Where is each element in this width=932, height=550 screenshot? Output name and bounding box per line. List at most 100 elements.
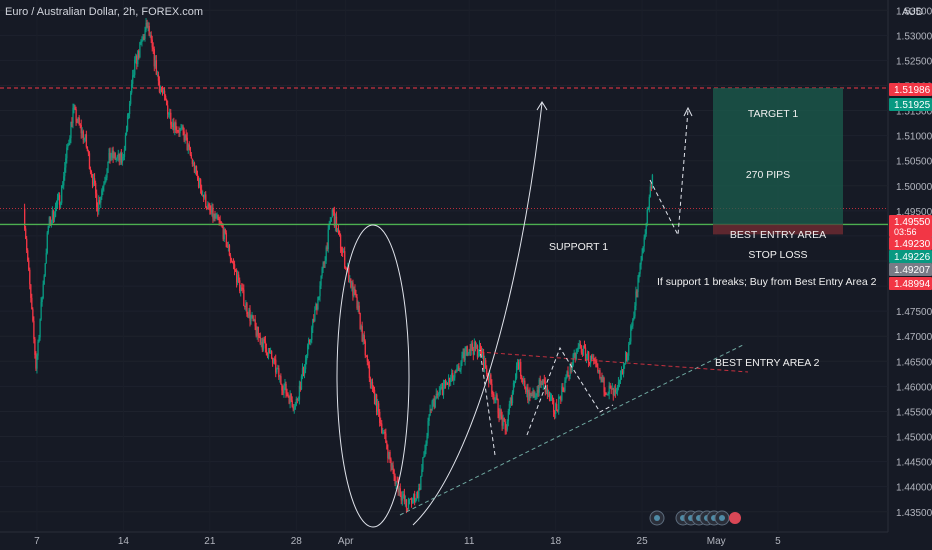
candle-body <box>574 352 576 359</box>
candle-body <box>139 42 141 58</box>
candle-body <box>642 246 644 254</box>
candle-body <box>153 49 155 67</box>
candle-body <box>437 393 440 396</box>
candle-body <box>246 303 248 315</box>
candle-body <box>444 380 447 384</box>
candle-body <box>490 374 492 384</box>
candle-body <box>639 264 641 274</box>
price-tick-label: 1.44000 <box>896 483 932 494</box>
candle-body <box>365 355 367 357</box>
candle-body <box>448 377 450 385</box>
candle-body <box>292 406 294 410</box>
candle-body <box>310 339 312 343</box>
event-icons[interactable] <box>649 510 741 526</box>
candle-body <box>616 387 619 393</box>
candle-body <box>607 393 609 395</box>
candle-body <box>519 361 521 370</box>
candle-body <box>224 229 226 234</box>
drawings: TARGET 1 270 PIPS BEST ENTRY AREA STOP LOSS… <box>0 87 888 528</box>
candle-body <box>363 335 365 342</box>
candle-body <box>580 345 583 353</box>
candle-body <box>107 161 109 173</box>
candle-body <box>614 389 617 393</box>
candle-body <box>389 451 391 460</box>
candle-body <box>333 211 336 227</box>
candle-body <box>44 263 46 276</box>
candle-body <box>125 129 128 135</box>
candle-body <box>286 393 288 395</box>
candle-body <box>101 190 103 197</box>
candle-body <box>83 138 85 140</box>
candle-body <box>34 338 36 355</box>
zigzag-arrowhead <box>683 106 693 117</box>
candle-body <box>528 392 530 401</box>
candle-body <box>99 200 101 203</box>
candle-body <box>536 390 538 396</box>
candle-body <box>484 360 486 369</box>
event-icon-red[interactable] <box>729 512 741 524</box>
candle-body <box>540 380 542 385</box>
candle-body <box>131 83 133 93</box>
candle-body <box>561 386 563 401</box>
candle-body <box>307 345 309 356</box>
candle-body <box>585 355 588 360</box>
candle-body <box>73 107 75 109</box>
candle-body <box>615 392 618 394</box>
candle-body <box>511 392 514 404</box>
candle-body <box>523 380 525 383</box>
candle-body <box>442 385 445 395</box>
candle-body <box>393 469 395 477</box>
candle-body <box>177 130 179 132</box>
candle-body <box>188 144 190 148</box>
candle-body <box>114 153 116 160</box>
candle-body <box>68 142 70 146</box>
candle-body <box>296 399 299 401</box>
candle-body <box>183 131 185 141</box>
candle-body <box>300 376 303 390</box>
price-badge <box>889 83 932 96</box>
candle-body <box>568 375 570 377</box>
candle-body <box>196 174 199 178</box>
price-badge-label: 1.49230 <box>894 239 931 250</box>
candle-body <box>134 59 136 75</box>
candle-body <box>473 341 476 355</box>
candle-body <box>80 124 82 134</box>
candle-body <box>454 371 456 378</box>
candle-body <box>455 371 457 373</box>
candle-body <box>411 499 414 503</box>
candle-body <box>395 481 397 484</box>
candle-body <box>122 156 125 158</box>
time-tick-label: May <box>707 536 726 547</box>
candle-body <box>214 213 216 218</box>
candle-body <box>626 352 628 361</box>
candle-body <box>284 383 286 388</box>
candle-body <box>524 380 526 388</box>
price-badge-label: 1.51986 <box>894 85 931 96</box>
candle-body <box>567 371 569 376</box>
time-axis[interactable]: 7 14 21 28 Apr 11 18 25 May 5 <box>34 536 781 547</box>
candle-body <box>368 365 371 379</box>
candle-body <box>161 91 164 93</box>
target-zone <box>713 87 843 225</box>
candle-body <box>409 498 412 500</box>
candle-body <box>311 327 313 340</box>
candle-body <box>239 280 241 292</box>
candle-body <box>367 361 370 366</box>
candle-body <box>244 305 246 307</box>
candle-body <box>115 158 117 160</box>
candle-body <box>503 418 505 422</box>
candle-body <box>84 134 87 139</box>
candle-body <box>331 209 334 218</box>
candle-body <box>149 35 151 37</box>
candle-body <box>234 269 237 271</box>
candle-body <box>344 251 346 268</box>
candle-body <box>41 298 43 303</box>
candle-body <box>173 123 175 130</box>
candle-body <box>289 393 291 404</box>
price-badge <box>889 237 932 250</box>
candle-body <box>76 121 78 123</box>
candle-body <box>268 350 271 352</box>
price-tick-label: 1.49500 <box>896 207 932 218</box>
